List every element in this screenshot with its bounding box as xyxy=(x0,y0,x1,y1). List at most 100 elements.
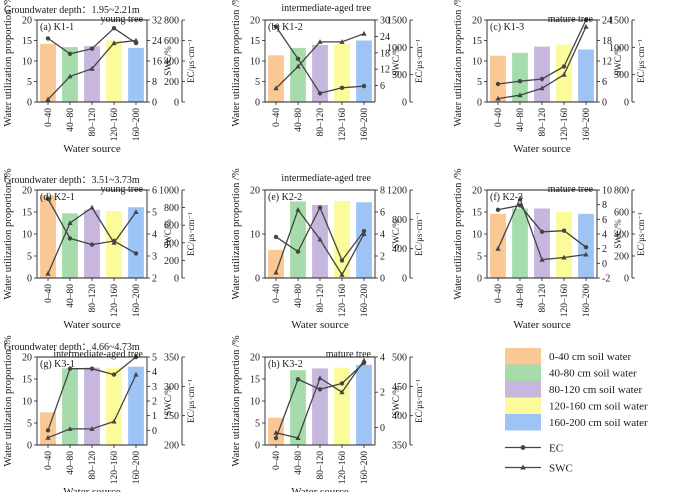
ec-point xyxy=(495,207,501,212)
tree-stage-tag: young tree xyxy=(101,184,144,195)
swc-point xyxy=(89,426,95,431)
swc-point xyxy=(45,96,51,102)
panel-4: 0 5 10 15 20 2 3 4 5 6 0 200 400 600 800 1000 0–40 40–80 8… xyxy=(3,168,196,331)
swc-tick-label: 4 xyxy=(380,230,385,241)
swc-tick-label: 0 xyxy=(602,259,607,270)
swc-point xyxy=(339,271,345,277)
ec-tick-label: 0 xyxy=(624,274,629,285)
swc-point xyxy=(273,85,279,91)
x-tick-label: 40–80 xyxy=(66,451,76,475)
swc-tick-label: 6 xyxy=(380,208,385,219)
tree-stage-tag: mature tree xyxy=(548,184,594,195)
x-tick-label: 0–40 xyxy=(494,108,504,127)
bar xyxy=(334,201,350,278)
ec-axis-title: EC/μs·cm⁻¹ xyxy=(414,379,424,423)
x-tick-label: 0–40 xyxy=(44,108,54,127)
ec-point xyxy=(45,196,51,201)
bar xyxy=(534,208,550,278)
panel-label: (e) K2-2 xyxy=(268,192,302,203)
ec-point xyxy=(339,85,345,91)
panel-label: (b) K1-2 xyxy=(268,22,303,33)
x-tick-label: 120–160 xyxy=(338,451,348,485)
ec-tick-label: 1000 xyxy=(609,43,629,54)
ec-tick-label: 600 xyxy=(164,36,179,47)
swc-tick-label: 4 xyxy=(602,230,607,241)
bar xyxy=(62,213,78,278)
panel-5: 0 10 20 0 2 4 6 8 0 400 800 1200 0–40 40–80 80–120 120–… xyxy=(231,168,424,331)
ec-point xyxy=(67,366,73,371)
swc-tick-label: 24 xyxy=(602,16,612,27)
legend-label: 120-160 cm soil water xyxy=(549,401,648,413)
bar xyxy=(556,212,572,278)
ec-point xyxy=(273,435,279,441)
x-tick-label: 40–80 xyxy=(66,108,76,132)
swc-point xyxy=(539,256,545,262)
legend-swatch xyxy=(505,381,541,398)
swc-tick-label: 0 xyxy=(152,426,157,437)
swc-point xyxy=(517,92,523,98)
swc-point xyxy=(133,371,139,377)
swc-point xyxy=(495,245,501,251)
swc-point xyxy=(317,375,323,381)
swc-tick-label: 2 xyxy=(152,274,157,285)
ec-point xyxy=(67,236,73,241)
y-tick-label: 0 xyxy=(255,441,260,452)
y-tick-label: 5 xyxy=(477,77,482,88)
panel-label: (d) K2-1 xyxy=(40,192,75,203)
ec-tick-label: 200 xyxy=(164,256,179,267)
bar xyxy=(62,368,78,445)
ec-tick-label: 0 xyxy=(174,274,179,285)
swc-point xyxy=(295,435,301,440)
swc-tick-label: 2 xyxy=(380,388,385,399)
bar xyxy=(490,55,506,102)
ec-tick-label: 400 xyxy=(614,230,629,241)
x-tick-label: 120–160 xyxy=(338,108,348,142)
tree-stage-tag: mature tree xyxy=(326,349,372,360)
swc-point xyxy=(517,196,523,201)
swc-tick-label: -2 xyxy=(602,274,610,285)
y-tick-label: 5 xyxy=(27,419,32,430)
legend-swc-marker xyxy=(520,464,526,470)
swc-axis-title: SWC/% xyxy=(163,386,173,416)
bar xyxy=(534,46,550,102)
y-tick-label: 20 xyxy=(22,186,32,197)
y-axis-title: Water utilization proportion /% xyxy=(3,168,14,299)
y-tick-label: 0 xyxy=(27,274,32,285)
legend-swatch xyxy=(505,364,541,381)
swc-tick-label: 3 xyxy=(152,382,157,393)
swc-tick-label: 12 xyxy=(602,57,612,68)
ec-tick-label: 1500 xyxy=(387,16,407,27)
y-tick-label: 0 xyxy=(255,274,260,285)
x-tick-label: 160–200 xyxy=(360,108,370,142)
bar xyxy=(128,207,144,278)
legend-swatch xyxy=(505,414,541,431)
swc-point xyxy=(45,270,51,276)
swc-tick-label: 10 xyxy=(602,186,612,197)
tree-stage-tag: intermediate-aged tree xyxy=(281,173,371,184)
swc-point xyxy=(583,24,589,29)
panel-label: (c) K1-3 xyxy=(490,22,524,33)
x-tick-label: 120–160 xyxy=(110,451,120,485)
x-tick-label: 80–120 xyxy=(88,108,98,137)
ec-tick-label: 400 xyxy=(164,238,179,249)
x-tick-label: 120–160 xyxy=(110,284,120,318)
y-tick-label: 0 xyxy=(255,98,260,109)
ec-point xyxy=(517,79,523,84)
swc-tick-label: 0 xyxy=(602,98,607,109)
swc-point xyxy=(361,231,367,236)
swc-tick-label: 8 xyxy=(152,77,157,88)
ec-tick-label: 800 xyxy=(164,203,179,214)
swc-point xyxy=(273,429,279,435)
x-tick-label: 0–40 xyxy=(272,284,282,303)
tree-stage-tag: mature tree xyxy=(548,14,594,25)
swc-axis-title: SWC/% xyxy=(613,46,623,76)
y-tick-label: 15 xyxy=(250,36,260,47)
legend-label: 80-120 cm soil water xyxy=(549,384,643,396)
swc-point xyxy=(67,73,73,79)
legend-label: 40-80 cm soil water xyxy=(549,368,637,380)
ec-point xyxy=(273,24,279,29)
swc-axis-title: SWC/% xyxy=(163,46,173,76)
x-tick-label: 40–80 xyxy=(66,284,76,308)
y-tick-label: 15 xyxy=(472,208,482,219)
